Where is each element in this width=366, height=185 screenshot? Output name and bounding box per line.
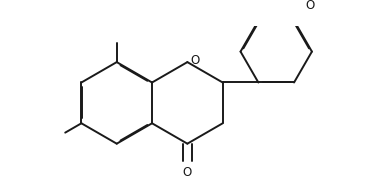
Text: O: O <box>191 54 200 67</box>
Text: O: O <box>183 166 192 179</box>
Text: O: O <box>305 0 314 12</box>
